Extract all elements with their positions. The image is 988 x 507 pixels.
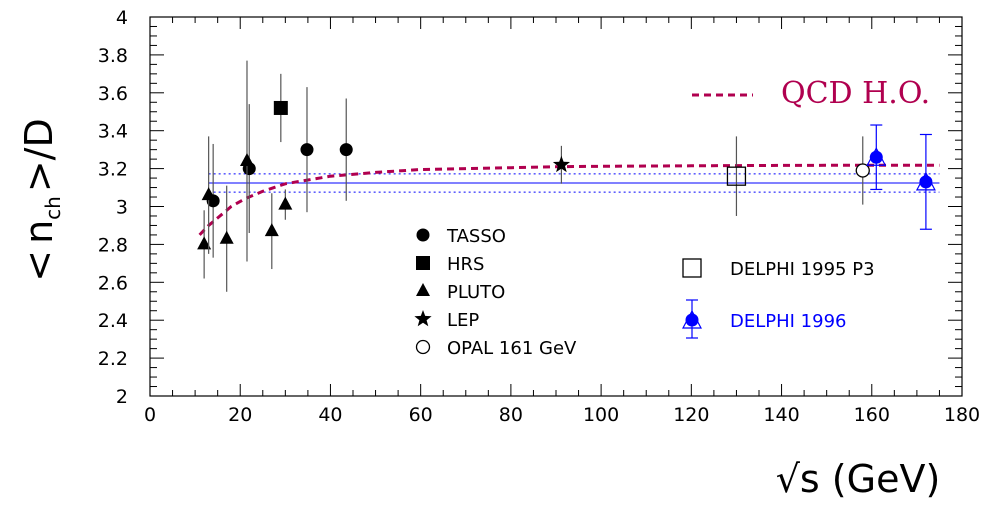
y-tick-label: 3 [116, 197, 128, 219]
x-tick-label: 120 [673, 404, 709, 426]
legend-label: TASSO [446, 226, 506, 247]
series-hrs [273, 73, 288, 143]
legend-label: HRS [447, 254, 484, 275]
legend-qcd-label: QCD H.O. [781, 76, 930, 111]
marker-open-circle [415, 339, 431, 355]
marker-triangle [264, 223, 279, 237]
axis-ticks: 0 20 40 60 80 100 120 140 160 180 2 2.2 2.4 2.6 2.8 3 3.… [98, 7, 980, 426]
series-delphi-1995-p3 [726, 136, 747, 216]
data-point [201, 187, 216, 201]
marker-circle [869, 150, 883, 164]
data-point [264, 223, 279, 237]
marker-circle [300, 143, 314, 157]
x-axis-title: √s (GeV) [776, 457, 941, 501]
x-tick-label: 100 [583, 404, 619, 426]
x-tick-label: 80 [499, 404, 523, 426]
svg-text:<nch>/D: < nch >/D [17, 118, 65, 282]
data-point [726, 166, 747, 186]
y-tick-label: 2.6 [98, 272, 128, 294]
data-point [300, 143, 314, 157]
data-point [239, 153, 254, 167]
legend-marker [415, 339, 431, 355]
data-point [278, 196, 293, 210]
y-tick-label: 2.2 [98, 348, 128, 370]
series-opal-161-gev [855, 136, 870, 205]
marker-triangle [239, 153, 254, 167]
legend-label: LEP [447, 310, 479, 331]
data-point [915, 171, 936, 191]
marker-circle [339, 143, 353, 157]
legend-marker [416, 256, 430, 270]
qcd-curve-layer [198, 163, 940, 236]
marker-triangle [416, 283, 430, 296]
x-tick-label: 160 [854, 404, 890, 426]
y-title-n: n [17, 220, 61, 244]
data-point [552, 155, 570, 173]
marker-triangle [278, 196, 293, 210]
y-tick-label: 4 [116, 7, 128, 29]
data-point [855, 163, 870, 178]
marker-triangle [201, 187, 216, 201]
data-point [219, 230, 234, 244]
legend-marker [682, 309, 702, 329]
marker-star [552, 155, 570, 173]
y-title-open: < [17, 250, 61, 282]
data-point [273, 100, 288, 115]
series-delphi-1996 [866, 124, 936, 230]
y-title-close: > [17, 160, 61, 192]
legend-label: PLUTO [447, 282, 505, 303]
y-tick-label: 3.8 [98, 45, 128, 67]
y-tick-label: 2 [116, 386, 128, 408]
y-tick-label: 3.2 [98, 159, 128, 181]
fit-band [208, 173, 940, 193]
legend-label: DELPHI 1996 [730, 311, 847, 332]
marker-triangle [197, 236, 212, 250]
data-point [339, 143, 353, 157]
data-point [197, 236, 212, 250]
data-point [866, 146, 887, 166]
y-title-slash: /D [17, 118, 61, 160]
marker-open-circle [855, 163, 870, 178]
legend: TASSO HRS PLUTO LEP OPAL 161 GeV DELPHI 1995 … [414, 76, 930, 359]
series-pluto [197, 60, 293, 292]
x-tick-label: 60 [409, 404, 433, 426]
marker-open-square [726, 166, 747, 186]
marker-star [414, 310, 432, 327]
legend-marker [416, 283, 430, 296]
marker-open-square [682, 258, 702, 278]
x-tick-label: 40 [318, 404, 342, 426]
marker-square [273, 100, 288, 115]
qcd-curve [198, 163, 940, 236]
marker-circle [919, 175, 933, 189]
marker-triangle [219, 230, 234, 244]
x-tick-label: 0 [144, 404, 156, 426]
series-lep [552, 145, 570, 184]
legend-marker [682, 258, 702, 278]
marker-square [416, 256, 430, 270]
data-points [197, 60, 936, 292]
x-tick-label: 180 [944, 404, 980, 426]
y-axis-title: < nch >/D [17, 118, 65, 282]
series-tasso [206, 87, 353, 258]
x-tick-label: 140 [763, 404, 799, 426]
legend-marker [416, 228, 430, 242]
y-tick-label: 3.4 [98, 121, 128, 143]
legend-label: OPAL 161 GeV [447, 338, 577, 359]
y-title-sub: ch [41, 196, 65, 220]
marker-circle [685, 313, 699, 327]
x-tick-label: 20 [228, 404, 252, 426]
legend-marker [414, 310, 432, 327]
legend-label: DELPHI 1995 P3 [730, 259, 875, 280]
y-tick-label: 3.6 [98, 83, 128, 105]
y-tick-label: 2.4 [98, 310, 128, 332]
y-tick-label: 2.8 [98, 234, 128, 256]
marker-circle [416, 228, 430, 242]
